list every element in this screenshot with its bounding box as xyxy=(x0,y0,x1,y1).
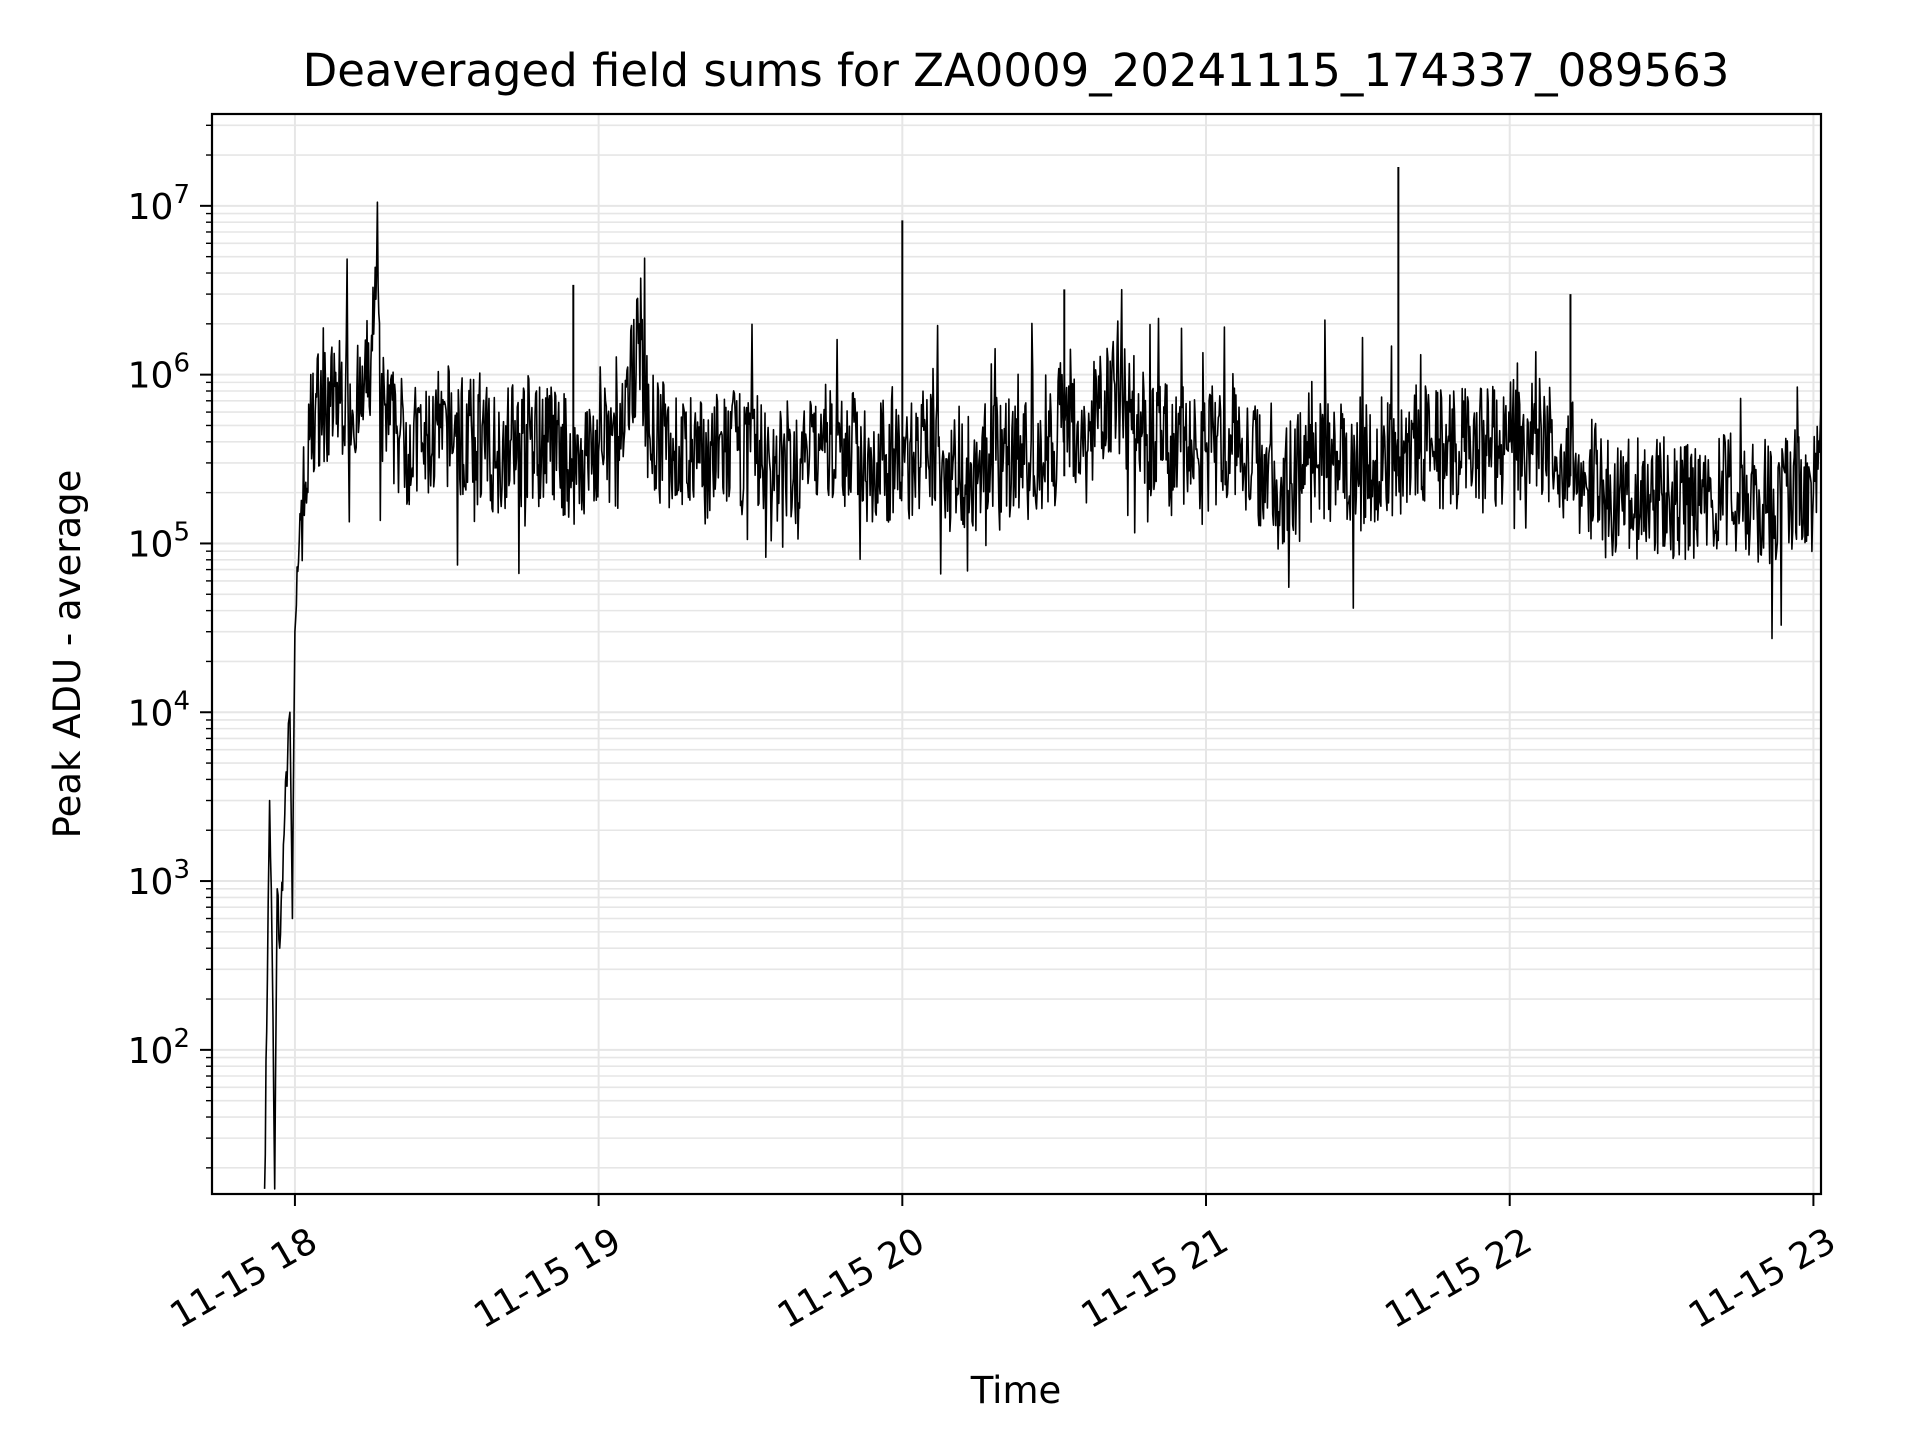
y-tick-label: 102 xyxy=(128,1024,190,1072)
x-axis-label: Time xyxy=(970,1369,1062,1412)
y-axis: 102 103 104 105 106 107 xyxy=(128,124,212,1169)
data-series xyxy=(263,166,1822,1190)
chart-title: Deaveraged field sums for ZA0009_2024111… xyxy=(303,44,1730,97)
y-tick-label: 104 xyxy=(128,686,190,734)
y-tick-label: 103 xyxy=(128,855,190,903)
y-tick-label: 106 xyxy=(128,349,190,397)
y-tick-label: 105 xyxy=(128,517,190,565)
plot-frame xyxy=(210,112,1823,1196)
y-tick-label: 107 xyxy=(128,180,190,228)
grid xyxy=(212,114,1821,1194)
y-axis-label: Peak ADU - average xyxy=(46,470,89,839)
series-line xyxy=(263,201,1822,1190)
